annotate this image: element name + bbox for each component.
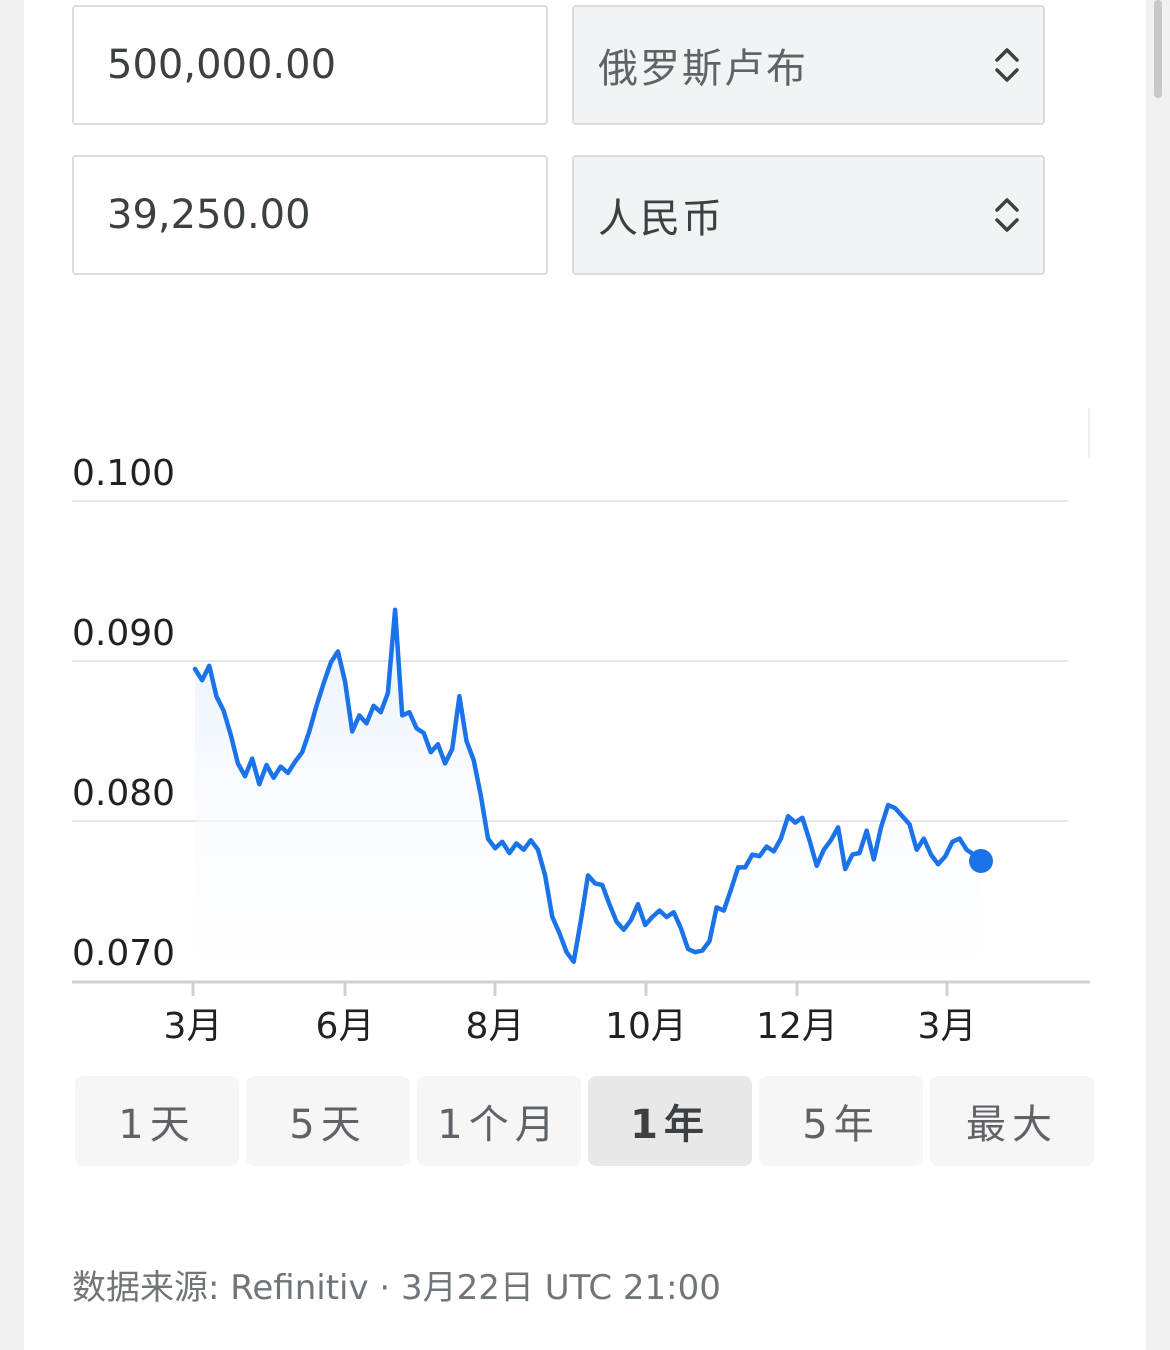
x-tick-label: 3月	[918, 1006, 977, 1047]
range-button[interactable]: 最大	[930, 1076, 1094, 1166]
updown-chevron-icon	[995, 198, 1019, 232]
range-button[interactable]: 5年	[759, 1076, 923, 1166]
y-tick-label: 0.080	[72, 773, 175, 814]
to-amount-input[interactable]: 39,250.00	[72, 155, 548, 275]
series-area	[195, 609, 981, 980]
y-tick-label: 0.100	[72, 453, 175, 494]
scrollbar-thumb[interactable]	[1154, 0, 1162, 98]
time-range-selector: 1天 5天 1个月 1年 5年 最大	[75, 1076, 1096, 1166]
latest-point-marker	[969, 849, 993, 873]
x-tick-label: 10月	[605, 1006, 687, 1047]
data-source-note: 数据来源: Refinitiv · 3月22日 UTC 21:00	[72, 1268, 721, 1308]
x-tick-label: 12月	[756, 1006, 838, 1047]
from-currency-select[interactable]: 俄罗斯卢布	[572, 5, 1045, 125]
series-line	[192, 607, 984, 965]
range-button[interactable]: 1天	[75, 1076, 239, 1166]
from-amount-input[interactable]: 500,000.00	[72, 5, 548, 125]
y-tick-label: 0.070	[72, 933, 175, 974]
from-amount-value: 500,000.00	[107, 42, 337, 88]
chart-series	[192, 607, 993, 980]
scrollbar-track[interactable]	[1148, 0, 1170, 1350]
range-button[interactable]: 5天	[246, 1076, 410, 1166]
range-button[interactable]: 1年	[588, 1076, 752, 1166]
from-currency-label: 俄罗斯卢布	[598, 46, 808, 92]
x-tick-label: 6月	[316, 1006, 375, 1047]
range-button[interactable]: 1个月	[417, 1076, 581, 1166]
to-amount-value: 39,250.00	[107, 192, 311, 238]
updown-chevron-icon	[995, 48, 1019, 82]
x-tick-label: 8月	[466, 1006, 525, 1047]
to-currency-label: 人民币	[598, 196, 724, 242]
to-currency-select[interactable]: 人民币	[572, 155, 1045, 275]
chart-y-ticks: 0.100 0.090 0.080 0.070	[72, 453, 175, 974]
x-tick-label: 3月	[164, 1006, 223, 1047]
y-tick-label: 0.090	[72, 613, 175, 654]
chart-x-ticks: 3月 6月 8月 10月 12月 3月	[164, 982, 977, 1047]
exchange-rate-chart[interactable]: 0.100 0.090 0.080 0.070 3月 6月 8月 10月 12月 3月	[0, 400, 1130, 1060]
